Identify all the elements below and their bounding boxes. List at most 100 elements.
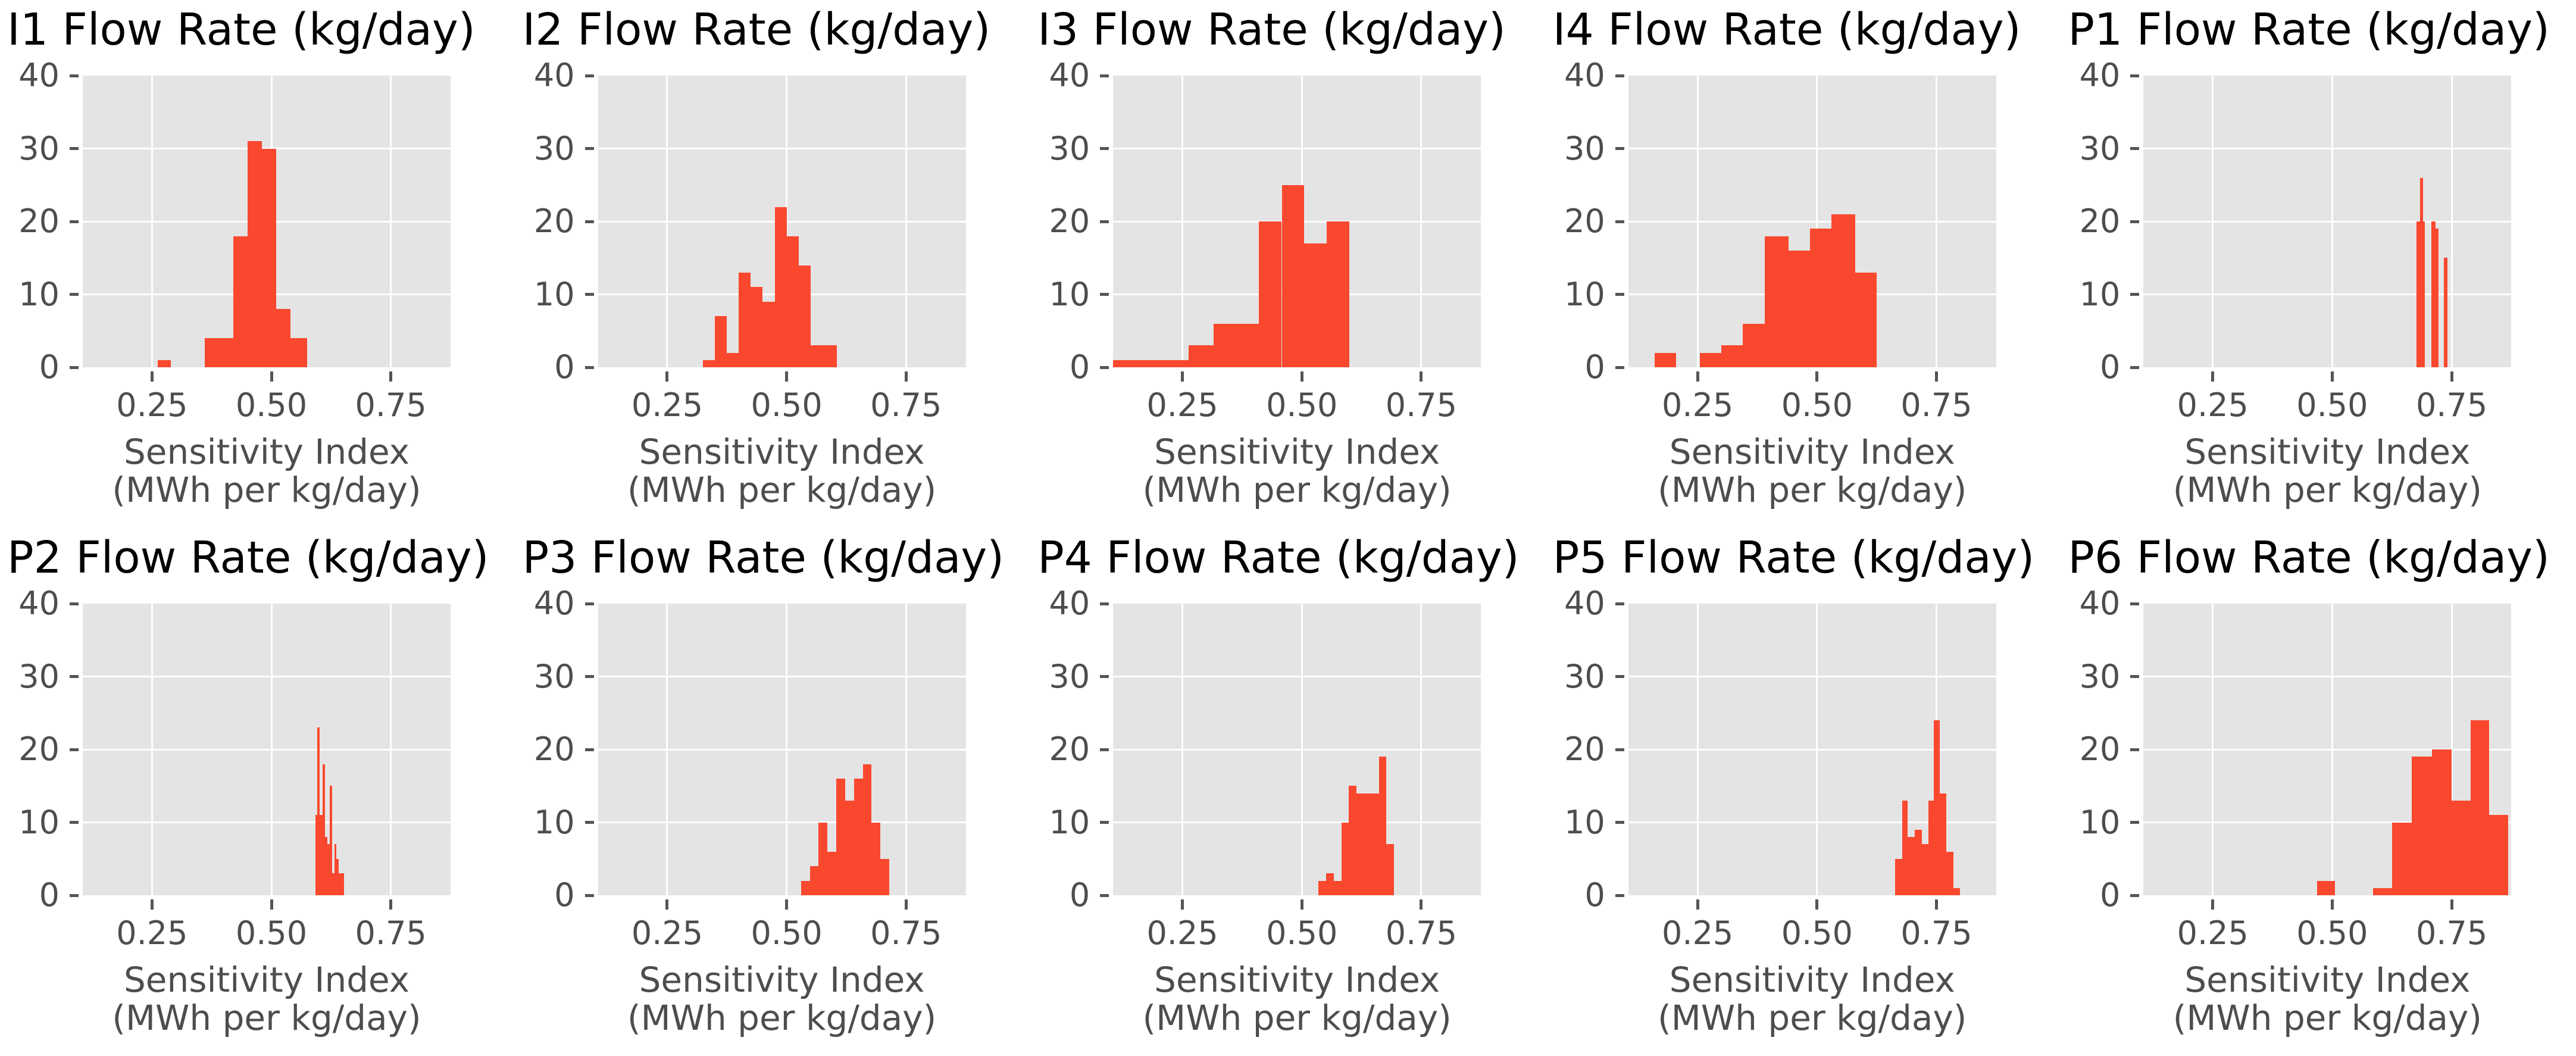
histogram-bar <box>1953 888 1960 895</box>
chart-title: P3 Flow Rate (kg/day) <box>522 532 1005 583</box>
histogram-bar <box>1946 851 1953 895</box>
y-tick-mark <box>2130 365 2140 369</box>
y-tick-mark <box>70 147 79 150</box>
gridline <box>1628 676 1996 677</box>
y-tick-label: 20 <box>18 730 60 768</box>
y-tick-mark <box>70 602 79 605</box>
y-tick-label: 10 <box>1049 275 1090 313</box>
y-tick-mark <box>584 147 594 150</box>
y-tick-label: 20 <box>18 202 60 240</box>
gridline <box>666 76 668 367</box>
histogram-bar <box>204 338 233 367</box>
x-tick-label: 0.25 <box>116 386 188 424</box>
y-tick-label: 0 <box>2100 876 2121 914</box>
x-tick-mark <box>1696 899 1699 910</box>
x-axis-label-line1: Sensitivity Index <box>2184 432 2471 472</box>
y-tick-mark <box>1100 220 1109 223</box>
subplot-P1: P1 Flow Rate (kg/day) 0 10 20 30 40 0.25 0.50 0.… <box>2061 0 2576 528</box>
x-tick-mark <box>150 899 154 910</box>
x-tick-label: 0.75 <box>355 914 427 952</box>
gridline <box>2143 821 2512 823</box>
y-tick-mark <box>70 220 79 223</box>
x-tick-label: 0.75 <box>355 386 427 424</box>
histogram-bar <box>1188 345 1214 367</box>
x-tick-label: 0.75 <box>1385 386 1457 424</box>
histogram-bar <box>1700 352 1722 367</box>
histogram-bar <box>1113 360 1189 367</box>
x-tick-mark <box>270 899 273 910</box>
x-tick-mark <box>665 899 669 910</box>
histogram-bar <box>320 815 323 895</box>
y-tick-label: 10 <box>2079 803 2121 841</box>
x-tick-mark <box>1696 371 1699 382</box>
plot-area <box>598 76 966 367</box>
y-tick-mark <box>2130 293 2140 296</box>
y-tick-mark <box>1615 602 1624 605</box>
x-tick-label: 0.25 <box>1662 914 1734 952</box>
y-tick-label: 40 <box>533 585 575 622</box>
x-tick-mark <box>150 371 154 382</box>
y-tick-mark <box>70 821 79 824</box>
gridline <box>1181 76 1184 367</box>
x-axis-label-line2: (MWh per kg/day) <box>112 470 421 510</box>
y-tick-label: 0 <box>1069 348 1090 386</box>
y-tick-label: 40 <box>2079 57 2121 94</box>
x-tick-label: 0.75 <box>1385 914 1457 952</box>
subplot-P4: P4 Flow Rate (kg/day) 0 10 20 30 40 0.25 0.50 0.… <box>1030 528 1546 1056</box>
gridline <box>598 676 966 677</box>
x-tick-label: 0.25 <box>2177 914 2249 952</box>
gridline <box>1696 76 1699 367</box>
histogram-bar <box>827 851 837 895</box>
x-tick-mark <box>2330 371 2334 382</box>
y-tick-label: 40 <box>1049 57 1090 94</box>
histogram-bar <box>2489 815 2508 895</box>
plot-area <box>83 604 451 895</box>
gridline <box>83 748 451 751</box>
y-tick-mark <box>1615 893 1624 897</box>
x-tick-mark <box>2450 371 2453 382</box>
x-tick-label: 0.75 <box>2415 914 2488 952</box>
subplot-P5: P5 Flow Rate (kg/day) 0 10 20 30 40 0.25 0.50 0.… <box>1546 528 2061 1056</box>
gridline <box>1300 604 1303 895</box>
y-tick-mark <box>70 748 79 751</box>
x-tick-label: 0.50 <box>2296 914 2368 952</box>
x-tick-mark <box>665 371 669 382</box>
x-tick-label: 0.50 <box>1781 914 1853 952</box>
y-tick-label: 20 <box>2079 202 2121 240</box>
histogram-bar <box>1788 251 1810 367</box>
x-tick-label: 0.25 <box>2177 386 2249 424</box>
histogram-bar <box>1258 221 1282 367</box>
gridline <box>2143 220 2512 223</box>
y-tick-mark <box>2130 602 2140 605</box>
histogram-bar <box>336 858 339 895</box>
histogram-bar <box>1386 844 1395 895</box>
y-tick-mark <box>1615 821 1624 824</box>
y-tick-mark <box>1100 893 1109 897</box>
histogram-bar <box>1721 345 1743 367</box>
gridline <box>2143 748 2512 751</box>
x-tick-label: 0.50 <box>235 386 308 424</box>
x-axis-label-line2: (MWh per kg/day) <box>1658 470 1967 510</box>
chart-title: I2 Flow Rate (kg/day) <box>522 4 991 55</box>
histogram-bar <box>1928 800 1934 895</box>
y-tick-mark <box>584 748 594 751</box>
y-tick-mark <box>1100 147 1109 150</box>
y-tick-label: 20 <box>1564 730 1605 768</box>
x-axis-label-line2: (MWh per kg/day) <box>1142 998 1452 1038</box>
gridline <box>598 748 966 751</box>
gridline <box>1628 148 1996 149</box>
histogram-bar <box>1213 323 1259 367</box>
histogram-bar <box>1326 873 1334 895</box>
x-axis-label-line2: (MWh per kg/day) <box>627 998 937 1038</box>
histogram-bar <box>290 338 308 367</box>
plot-area <box>1113 604 1481 895</box>
y-tick-label: 10 <box>1564 803 1605 841</box>
y-tick-mark <box>584 602 594 605</box>
histogram-bar <box>315 815 318 895</box>
x-tick-mark <box>1420 899 1423 910</box>
gridline <box>2143 676 2512 677</box>
gridline <box>2331 76 2333 367</box>
histogram-bar <box>2391 822 2412 895</box>
histogram-bar <box>1333 880 1342 895</box>
x-axis-label-line1: Sensitivity Index <box>1154 960 1440 1000</box>
